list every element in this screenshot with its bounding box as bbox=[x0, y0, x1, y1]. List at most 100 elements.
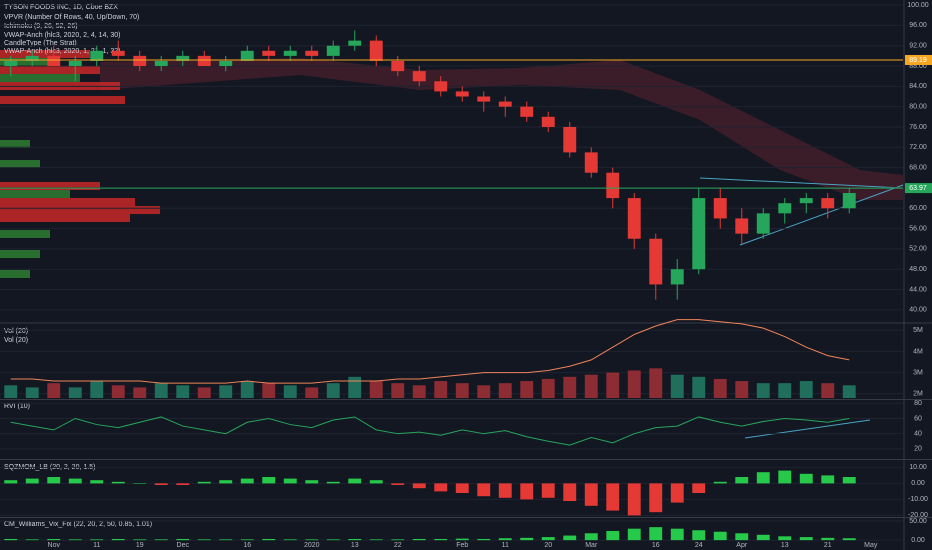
bar bbox=[692, 376, 706, 398]
price-tag-label: 89.19 bbox=[909, 57, 927, 64]
bar bbox=[412, 483, 426, 489]
bar bbox=[520, 537, 534, 541]
candle-body bbox=[778, 203, 792, 214]
y-tick-label: 72.00 bbox=[909, 144, 927, 151]
legend-entry: Vol (20) bbox=[4, 337, 28, 344]
trendline bbox=[744, 419, 871, 439]
bar bbox=[369, 539, 383, 541]
bar bbox=[799, 381, 813, 398]
x-tick-label: Dec bbox=[177, 542, 190, 549]
y-tick-label: 80.00 bbox=[909, 104, 927, 111]
bar bbox=[154, 483, 168, 485]
indicator-label: Ichimoku (9, 26, 52, 26) bbox=[4, 23, 78, 30]
bar bbox=[584, 374, 598, 398]
x-tick-label: Apr bbox=[736, 542, 748, 549]
candle-body bbox=[520, 106, 534, 117]
bar bbox=[842, 477, 856, 484]
bar bbox=[90, 381, 104, 398]
bar bbox=[348, 478, 362, 484]
ichimoku-cloud bbox=[100, 58, 903, 200]
bar bbox=[477, 483, 491, 497]
candle-body bbox=[649, 238, 663, 285]
bar bbox=[305, 539, 319, 541]
bar bbox=[692, 530, 706, 541]
y-tick-label: -10.00 bbox=[908, 496, 928, 503]
bar bbox=[649, 527, 663, 541]
bar bbox=[477, 538, 491, 541]
x-tick-label: 16 bbox=[243, 542, 251, 549]
bar bbox=[520, 381, 534, 398]
y-tick-label: 2M bbox=[913, 391, 923, 398]
bar bbox=[498, 383, 512, 398]
candle-body bbox=[133, 55, 147, 67]
bar bbox=[778, 383, 792, 398]
bar bbox=[154, 383, 168, 398]
candle-body bbox=[692, 198, 706, 270]
bar bbox=[219, 480, 233, 484]
panel-title: Vol (20) bbox=[4, 328, 28, 335]
y-tick-label: 84.00 bbox=[909, 83, 927, 90]
candle-body bbox=[477, 96, 491, 102]
indicator-label: VPVR (Number Of Rows, 40, Up/Down, 70) bbox=[4, 14, 139, 21]
candle-body bbox=[25, 55, 39, 61]
candle-body bbox=[584, 152, 598, 173]
bar bbox=[520, 483, 534, 500]
bar bbox=[713, 378, 727, 398]
candle-body bbox=[111, 50, 125, 56]
candle-body bbox=[713, 198, 727, 219]
bar bbox=[412, 385, 426, 398]
y-tick-label: 52.00 bbox=[909, 246, 927, 253]
candle-body bbox=[391, 60, 405, 72]
candle-body bbox=[348, 40, 362, 46]
bar bbox=[412, 538, 426, 541]
bar bbox=[391, 483, 405, 485]
candle-body bbox=[434, 81, 448, 92]
x-tick-label: 22 bbox=[394, 542, 402, 549]
bar bbox=[563, 483, 577, 501]
candle-body bbox=[326, 45, 340, 56]
bar bbox=[176, 538, 190, 541]
candle-body bbox=[197, 55, 211, 67]
x-tick-label: 13 bbox=[781, 542, 789, 549]
x-tick-label: 24 bbox=[695, 542, 703, 549]
price-tag bbox=[905, 183, 932, 194]
x-tick-label: 13 bbox=[351, 542, 359, 549]
bar bbox=[176, 385, 190, 398]
x-tick-label: 20 bbox=[544, 542, 552, 549]
bar bbox=[584, 483, 598, 506]
candle-body bbox=[821, 198, 835, 209]
y-tick-label: 92.00 bbox=[909, 43, 927, 50]
indicator-label: VWAP-Anch (hlc3, 2020, 1, 21, 1, 32) bbox=[4, 48, 120, 55]
bar bbox=[68, 478, 82, 484]
bar bbox=[563, 376, 577, 398]
y-tick-label: 10.00 bbox=[909, 464, 927, 471]
candle-body bbox=[176, 55, 190, 61]
symbol-title: TYSON FOODS INC, 1D, Cboe BZX bbox=[4, 4, 118, 11]
bar bbox=[283, 539, 297, 541]
bar bbox=[498, 483, 512, 498]
bar bbox=[713, 531, 727, 541]
candle-body bbox=[842, 193, 856, 209]
bar bbox=[25, 539, 39, 541]
bar bbox=[197, 387, 211, 398]
bar bbox=[4, 480, 18, 484]
bar bbox=[47, 477, 61, 484]
candle-body bbox=[262, 50, 276, 56]
x-tick-label: 11 bbox=[502, 542, 509, 549]
bar bbox=[47, 538, 61, 541]
x-tick-label: 2020 bbox=[304, 542, 320, 549]
candle-body bbox=[541, 116, 555, 127]
bar bbox=[25, 478, 39, 484]
bar bbox=[842, 538, 856, 541]
candle-body bbox=[90, 50, 104, 61]
bar bbox=[219, 385, 233, 398]
bar bbox=[627, 528, 641, 541]
candle-body bbox=[68, 60, 82, 67]
bar bbox=[434, 538, 448, 541]
y-tick-label: 0.00 bbox=[911, 480, 925, 487]
bar bbox=[348, 376, 362, 398]
candle-body bbox=[283, 50, 297, 56]
candle-body bbox=[4, 60, 18, 67]
bar bbox=[455, 383, 469, 398]
